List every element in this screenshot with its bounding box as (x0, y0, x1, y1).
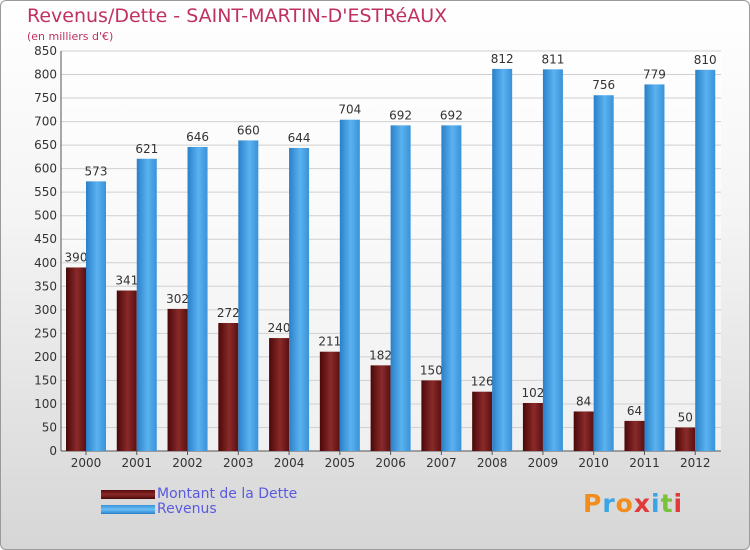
x-tick-label: 2002 (172, 456, 203, 470)
y-tick-label: 100 (34, 397, 57, 411)
logo-letter: r (602, 489, 616, 518)
data-label-revenus: 646 (186, 130, 209, 144)
data-label-revenus: 621 (135, 142, 158, 156)
bar-dette (675, 427, 696, 451)
x-tick-label: 2005 (325, 456, 356, 470)
bar-dette (116, 290, 137, 451)
bar-revenus (441, 125, 462, 452)
y-tick-label: 300 (34, 303, 57, 317)
bar-dette (167, 308, 188, 451)
x-tick-label: 2001 (121, 456, 152, 470)
y-tick-label: 200 (34, 350, 57, 364)
x-tick-label: 2007 (426, 456, 457, 470)
y-tick-label: 400 (34, 256, 57, 270)
data-label-dette: 126 (471, 375, 494, 389)
proxiti-logo: Proxiti (583, 489, 683, 518)
x-tick-label: 2004 (274, 456, 305, 470)
data-label-revenus: 810 (694, 53, 717, 67)
data-label-dette: 341 (115, 274, 138, 288)
legend-swatch-dette (101, 490, 155, 499)
data-label-revenus: 573 (85, 164, 108, 178)
data-label-dette: 390 (65, 250, 88, 264)
y-tick-label: 650 (34, 138, 57, 152)
y-tick-label: 250 (34, 326, 57, 340)
bar-revenus (339, 119, 360, 452)
y-tick-label: 500 (34, 209, 57, 223)
y-tick-label: 0 (49, 444, 57, 458)
data-label-dette: 240 (268, 321, 291, 335)
data-label-revenus: 660 (237, 123, 260, 137)
legend-label-dette: Montant de la Dette (157, 486, 298, 502)
data-label-dette: 211 (318, 335, 341, 349)
bar-revenus (187, 147, 208, 451)
bar-revenus (542, 69, 563, 452)
bar-dette (624, 420, 645, 451)
logo-letter: o (615, 489, 634, 518)
data-label-revenus: 756 (592, 78, 615, 92)
bar-dette (370, 365, 391, 451)
bar-revenus (136, 158, 157, 451)
logo-letter: x (633, 489, 651, 518)
data-label-dette: 102 (521, 386, 544, 400)
y-tick-label: 800 (34, 68, 57, 82)
logo-letter: P (583, 489, 603, 518)
bar-dette (66, 267, 86, 451)
x-tick-label: 2003 (223, 456, 254, 470)
bar-dette (522, 403, 543, 451)
chart-subtitle: (en milliers d'€) (27, 30, 114, 43)
bar-dette (573, 411, 594, 451)
logo-letter: i (651, 489, 661, 518)
bar-dette (319, 351, 340, 451)
bar-revenus (238, 140, 259, 452)
data-label-dette: 182 (369, 348, 392, 362)
x-tick-label: 2000 (71, 456, 102, 470)
bar-revenus (492, 68, 513, 451)
data-label-revenus: 692 (440, 108, 463, 122)
data-label-revenus: 704 (338, 103, 361, 117)
y-tick-label: 50 (42, 420, 57, 434)
x-tick-label: 2009 (528, 456, 559, 470)
y-tick-label: 550 (34, 185, 57, 199)
legend-label-revenus: Revenus (157, 501, 217, 517)
bar-dette (472, 391, 493, 451)
logo-letter: t (660, 489, 674, 518)
data-label-dette: 302 (166, 292, 189, 306)
data-label-dette: 50 (678, 410, 693, 424)
x-tick-label: 2011 (629, 456, 660, 470)
bar-dette (269, 338, 290, 451)
bar-revenus (644, 84, 665, 451)
y-tick-label: 150 (34, 373, 57, 387)
data-label-dette: 84 (576, 394, 591, 408)
data-label-revenus: 779 (643, 67, 666, 81)
data-label-dette: 150 (420, 363, 443, 377)
y-tick-label: 450 (34, 232, 57, 246)
bar-revenus (289, 147, 310, 452)
x-tick-label: 2012 (680, 456, 711, 470)
logo-letter: i (673, 489, 684, 518)
chart-title: Revenus/Dette - SAINT-MARTIN-D'ESTRéAUX (27, 5, 448, 27)
bar-revenus (593, 95, 614, 451)
bar-revenus (86, 181, 106, 451)
x-tick-label: 2006 (375, 456, 406, 470)
bar-dette (218, 323, 239, 451)
y-tick-label: 700 (34, 115, 57, 129)
y-tick-label: 850 (34, 44, 57, 58)
data-label-revenus: 812 (491, 52, 514, 66)
y-tick-label: 600 (34, 162, 57, 176)
data-label-dette: 272 (217, 306, 240, 320)
bar-dette (421, 380, 442, 451)
legend-swatch-revenus (101, 505, 155, 514)
bar-revenus (695, 69, 716, 451)
data-label-revenus: 644 (288, 131, 311, 145)
data-label-revenus: 811 (541, 52, 564, 66)
data-label-revenus: 692 (389, 108, 412, 122)
y-tick-label: 350 (34, 279, 57, 293)
y-tick-label: 750 (34, 91, 57, 105)
x-tick-label: 2010 (578, 456, 609, 470)
x-tick-label: 2008 (477, 456, 508, 470)
data-label-dette: 64 (627, 404, 642, 418)
bar-revenus (390, 125, 411, 452)
